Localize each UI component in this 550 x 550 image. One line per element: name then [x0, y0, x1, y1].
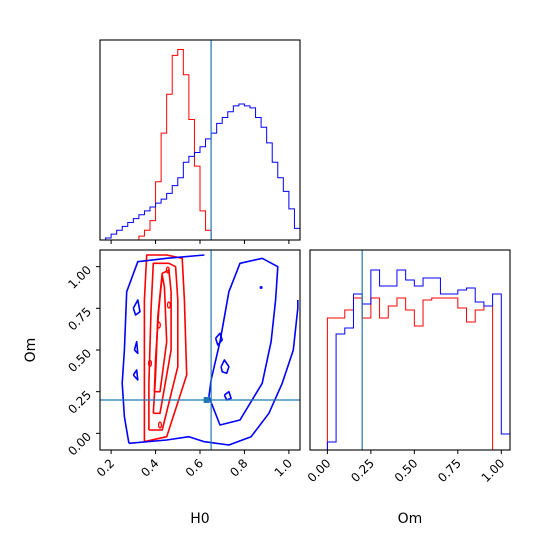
truth-marker	[203, 397, 210, 403]
hist-om-frame	[309, 249, 511, 451]
contour-blue	[132, 369, 139, 381]
y-tick-label: 1.00	[65, 263, 94, 292]
contour-red-speck	[147, 359, 153, 367]
contour-red-speck	[165, 266, 170, 274]
contour-blue	[220, 359, 230, 375]
contour-blue	[128, 300, 299, 446]
x-tick-label: 0.50	[392, 456, 421, 485]
x-tick-label: 0.8	[227, 456, 250, 479]
x-tick-label: 0.2	[94, 456, 117, 479]
contour-blue-speck	[259, 286, 263, 289]
histogram-series-red	[127, 49, 217, 240]
y-tick-label: 0.75	[65, 305, 94, 334]
y-tick-label: 0.25	[65, 388, 94, 417]
contour-blue	[214, 332, 223, 346]
x-tick-label: 1.00	[479, 456, 508, 485]
x-tick-label: 0.00	[305, 456, 334, 485]
contour-red	[143, 254, 188, 443]
x-axis-label-h0: H0	[190, 511, 209, 527]
contour-red-speck	[166, 301, 171, 309]
x-tick-label: 1.0	[272, 456, 295, 479]
histogram-series-red	[326, 297, 502, 450]
x-tick-label: 0.4	[138, 456, 161, 479]
x-tick-label: 0.75	[435, 456, 464, 485]
x-tick-label: 0.25	[348, 456, 377, 485]
y-tick-label: 0.50	[65, 346, 94, 375]
contour-blue	[133, 340, 139, 355]
histogram-series-blue	[100, 103, 300, 240]
contour-blue	[223, 390, 232, 401]
y-tick-label: 0.00	[65, 430, 94, 459]
x-axis-label-om: Om	[398, 511, 423, 527]
contour-red	[153, 274, 168, 393]
histogram-series-blue	[318, 269, 510, 450]
contour-red-speck	[157, 421, 163, 429]
contour-red	[148, 262, 179, 431]
contour-blue	[132, 299, 141, 316]
y-axis-label-om: Om	[23, 338, 39, 363]
x-tick-label: 0.6	[183, 456, 206, 479]
contour-blue	[121, 254, 205, 444]
contour-red-speck	[156, 321, 161, 329]
